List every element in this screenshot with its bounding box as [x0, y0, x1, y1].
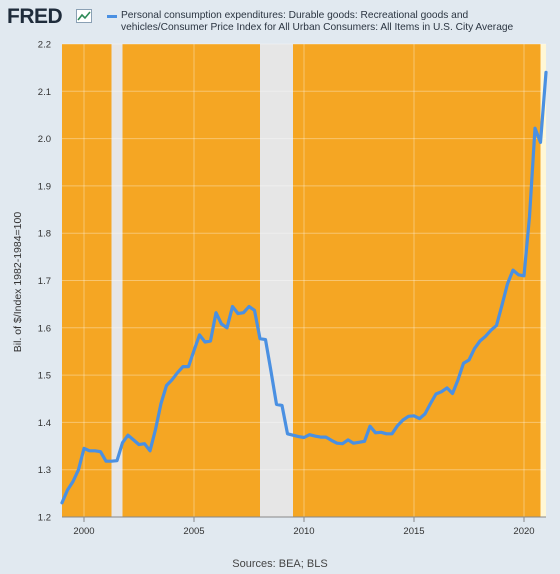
y-tick-label: 1.8: [38, 229, 51, 240]
y-tick-label: 1.4: [38, 418, 51, 429]
y-tick-label: 1.2: [38, 513, 51, 524]
y-tick-label: 1.5: [38, 371, 51, 382]
y-tick-label: 2.2: [38, 40, 51, 51]
fred-logo[interactable]: FRED: [7, 5, 63, 28]
recession-band: [111, 44, 123, 517]
y-axis-label: Bil. of $/Index 1982-1984=100: [12, 211, 24, 353]
y-tick-label: 1.3: [38, 465, 51, 476]
x-tick-label: 2000: [73, 526, 94, 537]
x-tick-label: 2005: [183, 526, 204, 537]
x-tick-label: 2015: [403, 526, 424, 537]
line-chart-icon: [76, 9, 92, 23]
y-tick-label: 1.7: [38, 276, 51, 287]
y-tick-label: 2.0: [38, 134, 51, 145]
chart-header: FRED Personal consumption expenditures: …: [0, 0, 560, 40]
series-line: [60, 70, 548, 505]
y-tick-label: 1.9: [38, 181, 51, 192]
legend-swatch: [107, 15, 117, 18]
x-tick-label: 2010: [293, 526, 314, 537]
x-tick-label: 2020: [513, 526, 534, 537]
y-tick-label: 1.6: [38, 323, 51, 334]
y-tick-label: 2.1: [38, 87, 51, 98]
legend-series-label: Personal consumption expenditures: Durab…: [121, 10, 514, 33]
recession-band: [260, 44, 293, 517]
sources-note: Sources: BEA; BLS: [232, 558, 328, 570]
